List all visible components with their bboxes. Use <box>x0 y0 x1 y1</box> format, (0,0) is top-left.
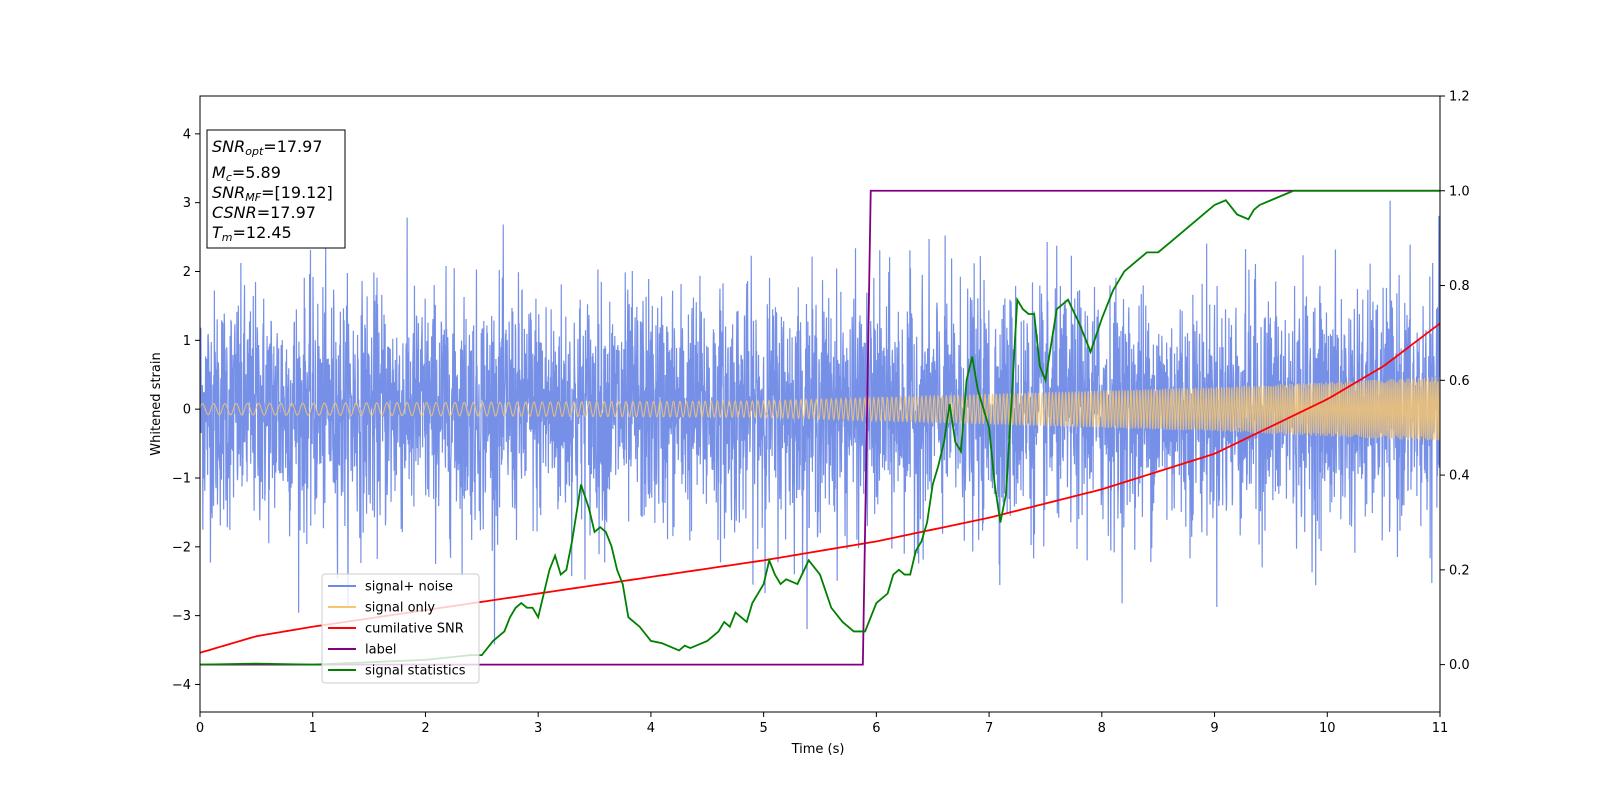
y-axis-label: Whitened strain <box>149 352 164 455</box>
y2-tick-label: 1.2 <box>1449 90 1470 105</box>
legend-signal-noise-label: signal+ noise <box>365 580 453 595</box>
annotation-frame <box>206 129 346 249</box>
series-signal-statistics <box>200 189 1440 666</box>
y-tick-label: −2 <box>172 540 191 555</box>
annotation-line: CSNR=17.97 <box>212 203 316 222</box>
annotation-line: SNRMF=[19.12] <box>212 183 333 204</box>
x-tick-label: 2 <box>421 721 429 736</box>
y-tick-label: 3 <box>183 196 191 211</box>
annotation-box: SNRopt=17.97 Mc=5.89SNRMF=[19.12]CSNR=17.… <box>206 129 346 249</box>
series-signal-only <box>200 376 1440 441</box>
y2-tick-label: 0.6 <box>1449 374 1470 389</box>
legend-label-label: label <box>365 643 396 658</box>
y2-tick-label: 0.0 <box>1449 658 1470 673</box>
annotation-line: Tm=12.45 <box>212 223 292 244</box>
y-tick-label: 2 <box>183 265 191 280</box>
y-tick-label: 4 <box>183 127 191 142</box>
y-tick-label: 1 <box>183 334 191 349</box>
y2-tick-label: 1.0 <box>1449 184 1470 199</box>
series-label <box>200 189 1440 666</box>
x-tick-label: 3 <box>534 721 542 736</box>
x-tick-label: 6 <box>872 721 880 736</box>
x-axis: 0 1 2 3 4 5 6 7 8 9 10 11 <box>196 712 1448 736</box>
legend-signal-statistics-label: signal statistics <box>365 664 466 679</box>
x-tick-label: 11 <box>1432 721 1449 736</box>
x-tick-label: 10 <box>1319 721 1336 736</box>
y-tick-label: −3 <box>172 609 191 624</box>
y-axis-left: −4 −3 −2 −1 0 1 2 3 4 <box>172 127 200 693</box>
annotation-line: SNRopt=17.97 <box>212 137 323 158</box>
series-signal-noise <box>200 200 1440 645</box>
legend-cumulative-snr-label: cumilative SNR <box>365 622 464 637</box>
x-tick-label: 1 <box>309 721 317 736</box>
plot-frame <box>199 95 1441 713</box>
x-tick-label: 4 <box>647 721 655 736</box>
legend-signal-only-label: signal only <box>365 601 435 616</box>
y2-tick-label: 0.8 <box>1449 279 1470 294</box>
x-tick-label: 0 <box>196 721 204 736</box>
x-tick-label: 7 <box>985 721 993 736</box>
y2-tick-label: 0.2 <box>1449 563 1470 578</box>
y-axis-right: 0.0 0.2 0.4 0.6 0.8 1.0 1.2 <box>1440 90 1470 673</box>
x-tick-label: 9 <box>1210 721 1218 736</box>
x-tick-label: 5 <box>759 721 767 736</box>
x-tick-label: 8 <box>1098 721 1106 736</box>
y-tick-label: −4 <box>172 678 191 693</box>
y2-tick-label: 0.4 <box>1449 469 1470 484</box>
y-tick-label: −1 <box>172 471 191 486</box>
x-axis-label: Time (s) <box>791 742 845 757</box>
annotation-line: Mc=5.89 <box>212 163 281 184</box>
legend-frame <box>321 573 480 684</box>
legend: signal+ noise signal only cumilative SNR la… <box>321 573 480 684</box>
y-tick-label: 0 <box>183 403 191 418</box>
